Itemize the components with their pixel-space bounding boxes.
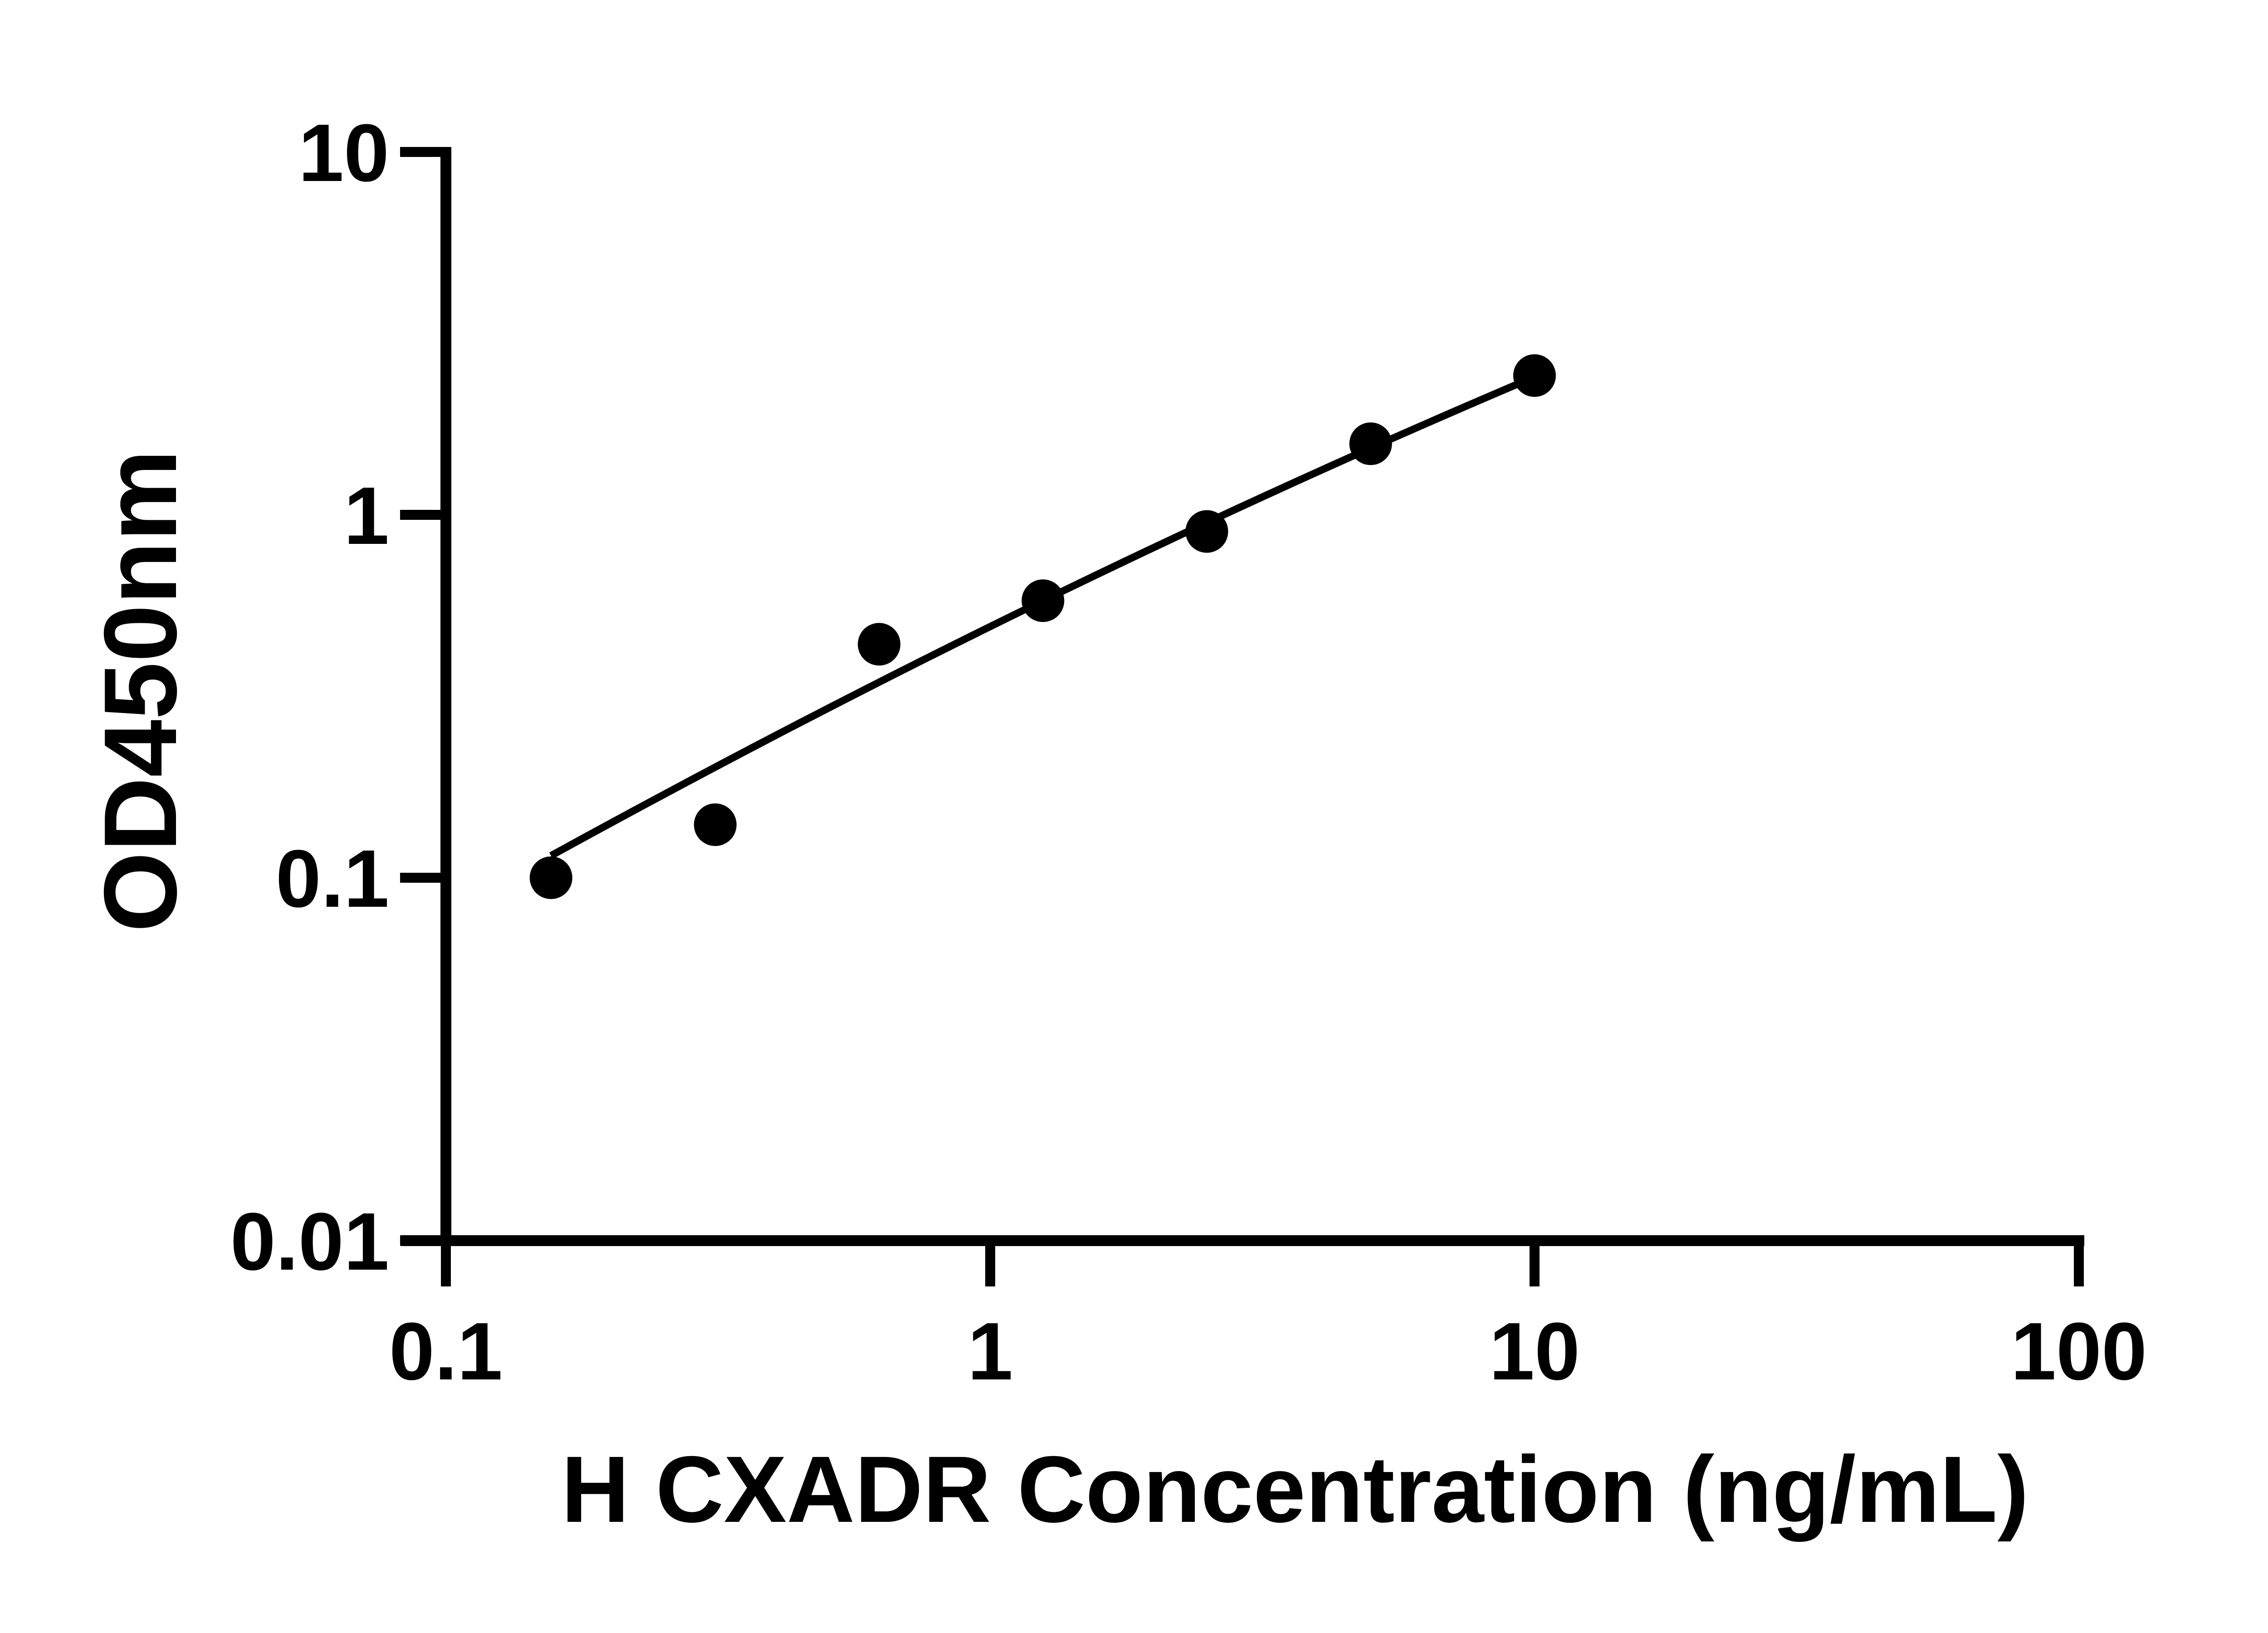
y-tick-label-10: 10 [298,108,389,199]
x-tick-label-100: 100 [2011,1306,2147,1397]
x-tick-label-1: 1 [968,1306,1013,1397]
data-point-1 [529,856,572,899]
data-point-4 [1022,579,1065,622]
data-point-5 [1185,510,1228,553]
x-axis-title: H CXADR Concentration (ng/mL) [561,1437,2028,1542]
data-point-6 [1349,422,1392,465]
data-point-3 [858,623,901,666]
x-tick-label-0.1: 0.1 [389,1306,503,1397]
data-point-2 [694,803,737,846]
y-tick-label-1: 1 [344,470,389,562]
axes-group [401,147,2084,1246]
y-axis-title: OD450nm [83,450,198,932]
data-point-7 [1513,354,1556,397]
x-tick-label-10: 10 [1489,1306,1580,1397]
data-points-group [529,354,1556,899]
y-tick-label-0.1: 0.1 [276,833,389,924]
tick-marks-group [400,147,2084,1286]
y-tick-label-0.01: 0.01 [230,1196,389,1287]
